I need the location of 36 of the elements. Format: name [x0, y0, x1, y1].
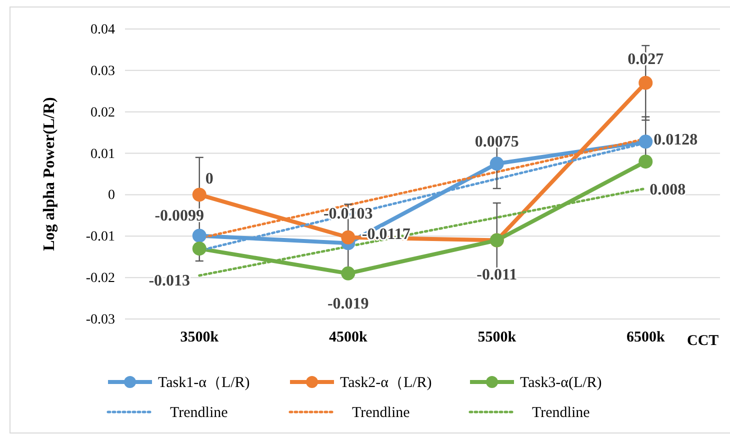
point — [638, 154, 653, 169]
y-axis-title: Log alpha Power(L/R) — [41, 97, 58, 251]
data-label: -0.019 — [327, 295, 369, 312]
y-tick-label: -0.03 — [86, 312, 115, 328]
point — [192, 188, 206, 202]
y-tick-label: 0 — [108, 188, 115, 204]
data-label: 0.0128 — [654, 132, 698, 149]
y-tick-label: 0.04 — [90, 22, 115, 38]
legend-label: Task1-α（L/R) — [158, 375, 250, 391]
point — [638, 76, 653, 90]
legend-label: Task2-α（L/R) — [340, 375, 432, 391]
x-tick-label: 3500k — [180, 330, 220, 346]
point — [192, 228, 206, 243]
x-axis-title: CCT — [687, 333, 719, 349]
y-tick-label: -0.01 — [86, 230, 115, 245]
x-tick-label: 5500k — [478, 330, 517, 346]
point — [638, 134, 653, 149]
x-tick-label: 4500k — [328, 330, 368, 346]
data-label: -0.013 — [148, 272, 190, 290]
point — [341, 266, 356, 280]
data-label: -0.0117 — [362, 226, 410, 244]
legend-label: Trendline — [532, 405, 590, 421]
point — [341, 230, 356, 244]
point — [192, 242, 206, 256]
data-label: 0 — [205, 170, 214, 188]
x-tick-label: 6500k — [626, 330, 666, 346]
y-tick-label: 0.03 — [90, 64, 115, 79]
y-tick-label: 0.02 — [90, 105, 115, 120]
y-tick-label: -0.02 — [86, 271, 115, 286]
y-tick-label: 0.01 — [90, 146, 115, 162]
legend-label: Task3-α(L/R) — [520, 375, 602, 391]
point — [490, 156, 504, 171]
data-label: 0.008 — [650, 182, 686, 199]
legend-label: Trendline — [352, 405, 410, 421]
data-label: -0.011 — [476, 266, 518, 284]
legend-label: Trendline — [170, 405, 228, 421]
